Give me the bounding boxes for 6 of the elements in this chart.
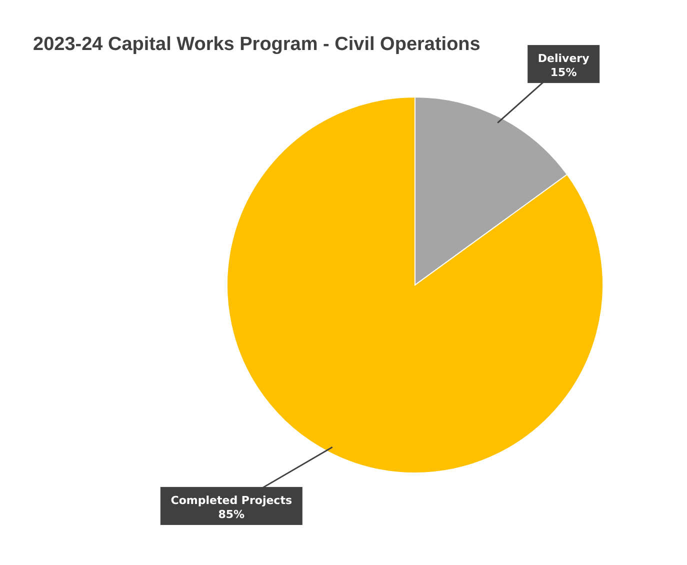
data-label: 15% xyxy=(550,66,577,80)
pie-slice xyxy=(226,96,604,474)
data-label: 85% xyxy=(218,508,245,521)
chart-title: 2023-24 Capital Works Program - Civil Operations xyxy=(33,34,480,56)
slice-label: Completed Projects xyxy=(170,494,292,507)
slice-label: Delivery xyxy=(538,52,590,66)
